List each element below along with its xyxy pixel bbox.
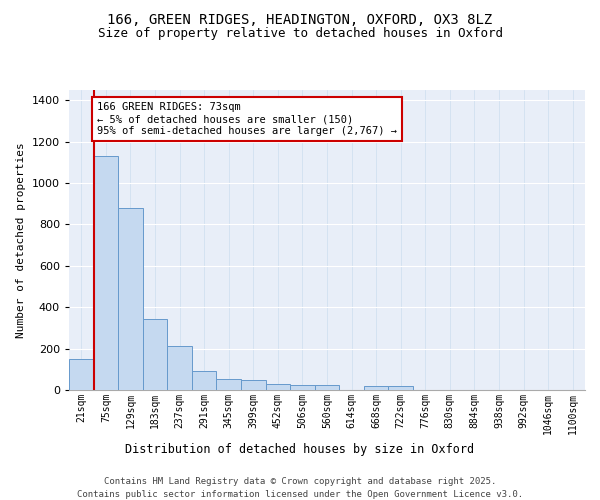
Bar (388, 386, 413, 390)
Bar (241, 380, 266, 390)
Text: Size of property relative to detached houses in Oxford: Size of property relative to detached ho… (97, 28, 503, 40)
Text: 166, GREEN RIDGES, HEADINGTON, OXFORD, OX3 8LZ: 166, GREEN RIDGES, HEADINGTON, OXFORD, O… (107, 12, 493, 26)
Bar (118, 208, 143, 390)
Bar (266, 384, 290, 390)
Bar (69, 359, 94, 390)
Bar (364, 386, 388, 390)
Text: Contains HM Land Registry data © Crown copyright and database right 2025.: Contains HM Land Registry data © Crown c… (104, 478, 496, 486)
Text: Contains public sector information licensed under the Open Government Licence v3: Contains public sector information licen… (77, 490, 523, 499)
Bar (94, 156, 118, 390)
Bar (290, 385, 315, 390)
Y-axis label: Number of detached properties: Number of detached properties (16, 142, 26, 338)
Bar (167, 346, 192, 390)
Bar (143, 318, 167, 390)
Bar (192, 372, 217, 390)
Bar (315, 385, 339, 390)
Text: Distribution of detached houses by size in Oxford: Distribution of detached houses by size … (125, 442, 475, 456)
Bar (217, 378, 241, 390)
Text: 166 GREEN RIDGES: 73sqm
← 5% of detached houses are smaller (150)
95% of semi-de: 166 GREEN RIDGES: 73sqm ← 5% of detached… (97, 102, 397, 136)
